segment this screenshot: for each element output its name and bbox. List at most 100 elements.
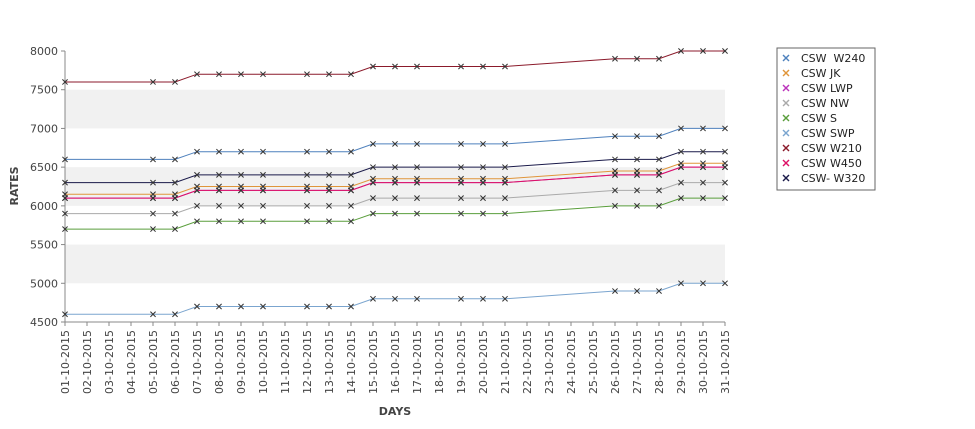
data-point-marker xyxy=(502,164,508,171)
data-point-marker xyxy=(260,171,266,178)
data-point-marker xyxy=(194,171,200,178)
data-point-marker xyxy=(414,295,420,302)
x-tick-label: 13-10-2015 xyxy=(323,330,336,394)
data-point-marker xyxy=(370,164,376,171)
data-point-marker xyxy=(612,55,618,62)
data-point-marker xyxy=(370,63,376,70)
data-point-marker xyxy=(656,187,662,194)
data-point-marker xyxy=(392,179,398,186)
series-markers xyxy=(62,48,728,318)
data-point-marker xyxy=(150,79,156,85)
data-point-marker xyxy=(370,295,376,302)
data-point-marker xyxy=(194,71,200,78)
data-point-marker xyxy=(348,218,354,225)
y-tick-labels: 4500 5000 5500 6000 6500 7000 7500 8000 xyxy=(30,45,65,329)
data-point-marker xyxy=(678,164,684,171)
x-tick-label: 27-10-2015 xyxy=(631,330,644,394)
data-point-marker xyxy=(678,280,684,287)
data-point-marker xyxy=(326,303,332,310)
data-point-marker xyxy=(150,195,156,202)
legend-marker xyxy=(782,129,790,137)
data-point-marker xyxy=(612,288,618,294)
legend-item: CSW S xyxy=(782,112,837,125)
data-point-marker xyxy=(150,179,156,186)
legend-item: CSW LWP xyxy=(782,82,853,95)
data-point-marker xyxy=(700,48,706,54)
legend-item: CSW W240 xyxy=(782,52,865,65)
x-tick-label: 09-10-2015 xyxy=(235,330,248,394)
plot-band xyxy=(65,89,725,129)
data-point-marker xyxy=(722,125,728,132)
data-point-marker xyxy=(678,48,684,54)
data-point-marker xyxy=(260,148,266,155)
data-point-marker xyxy=(392,295,398,302)
data-point-marker xyxy=(172,210,178,217)
data-point-marker xyxy=(414,210,420,217)
x-tick-label: 23-10-2015 xyxy=(543,330,556,394)
series-line xyxy=(65,151,725,184)
x-tick-label: 25-10-2015 xyxy=(587,330,600,394)
data-point-marker xyxy=(502,179,508,186)
x-tick-label: 24-10-2015 xyxy=(565,330,578,394)
data-point-marker xyxy=(238,187,244,194)
legend-box xyxy=(776,47,876,191)
data-point-marker xyxy=(700,164,706,171)
data-point-marker xyxy=(458,63,464,70)
data-point-marker xyxy=(414,63,420,70)
data-point-marker xyxy=(480,195,486,202)
data-point-marker xyxy=(414,164,420,171)
legend-marker xyxy=(782,99,790,107)
data-point-marker xyxy=(722,164,728,171)
data-point-marker xyxy=(502,295,508,302)
data-point-marker xyxy=(502,140,508,147)
x-tick-label: 02-10-2015 xyxy=(81,330,94,394)
data-point-marker xyxy=(656,55,662,62)
data-point-marker xyxy=(634,133,640,140)
plot-bands xyxy=(65,89,725,284)
data-point-marker xyxy=(238,71,244,78)
x-tick-label: 30-10-2015 xyxy=(697,330,710,394)
data-point-marker xyxy=(238,303,244,310)
x-tick-label: 11-10-2015 xyxy=(279,330,292,394)
legend-item: CSW SWP xyxy=(782,127,855,140)
y-tick-label: 6000 xyxy=(30,200,58,213)
data-point-marker xyxy=(260,303,266,310)
x-tick-label: 22-10-2015 xyxy=(521,330,534,394)
data-point-marker xyxy=(348,148,354,155)
legend-label: CSW- W320 xyxy=(801,172,865,185)
data-point-marker xyxy=(480,63,486,70)
data-point-marker xyxy=(414,140,420,147)
x-tick-label: 28-10-2015 xyxy=(653,330,666,394)
data-point-marker xyxy=(722,195,728,202)
data-point-marker xyxy=(656,288,662,294)
data-point-marker xyxy=(260,187,266,194)
data-point-marker xyxy=(216,148,222,155)
data-point-marker xyxy=(502,195,508,202)
data-point-marker xyxy=(216,218,222,225)
data-point-marker xyxy=(656,133,662,140)
y-tick-label: 5000 xyxy=(30,277,58,290)
x-tick-label: 16-10-2015 xyxy=(389,330,402,394)
legend-marker xyxy=(782,69,790,77)
data-point-marker xyxy=(62,156,68,163)
data-point-marker xyxy=(480,179,486,186)
data-point-marker xyxy=(678,179,684,186)
data-point-marker xyxy=(326,218,332,225)
data-point-marker xyxy=(480,295,486,302)
data-point-marker xyxy=(458,210,464,217)
data-point-marker xyxy=(62,79,68,85)
data-point-marker xyxy=(172,311,178,318)
data-point-marker xyxy=(348,171,354,178)
data-point-marker xyxy=(458,179,464,186)
data-point-marker xyxy=(370,210,376,217)
x-tick-label: 04-10-2015 xyxy=(125,330,138,394)
data-point-marker xyxy=(326,171,332,178)
data-point-marker xyxy=(326,148,332,155)
data-point-marker xyxy=(348,202,354,209)
x-tick-labels: 01-10-2015 02-10-2015 03-10-2015 04-10-2015… xyxy=(59,322,732,394)
data-point-marker xyxy=(62,226,68,233)
data-point-marker xyxy=(458,140,464,147)
data-point-marker xyxy=(172,156,178,163)
data-point-marker xyxy=(238,202,244,209)
